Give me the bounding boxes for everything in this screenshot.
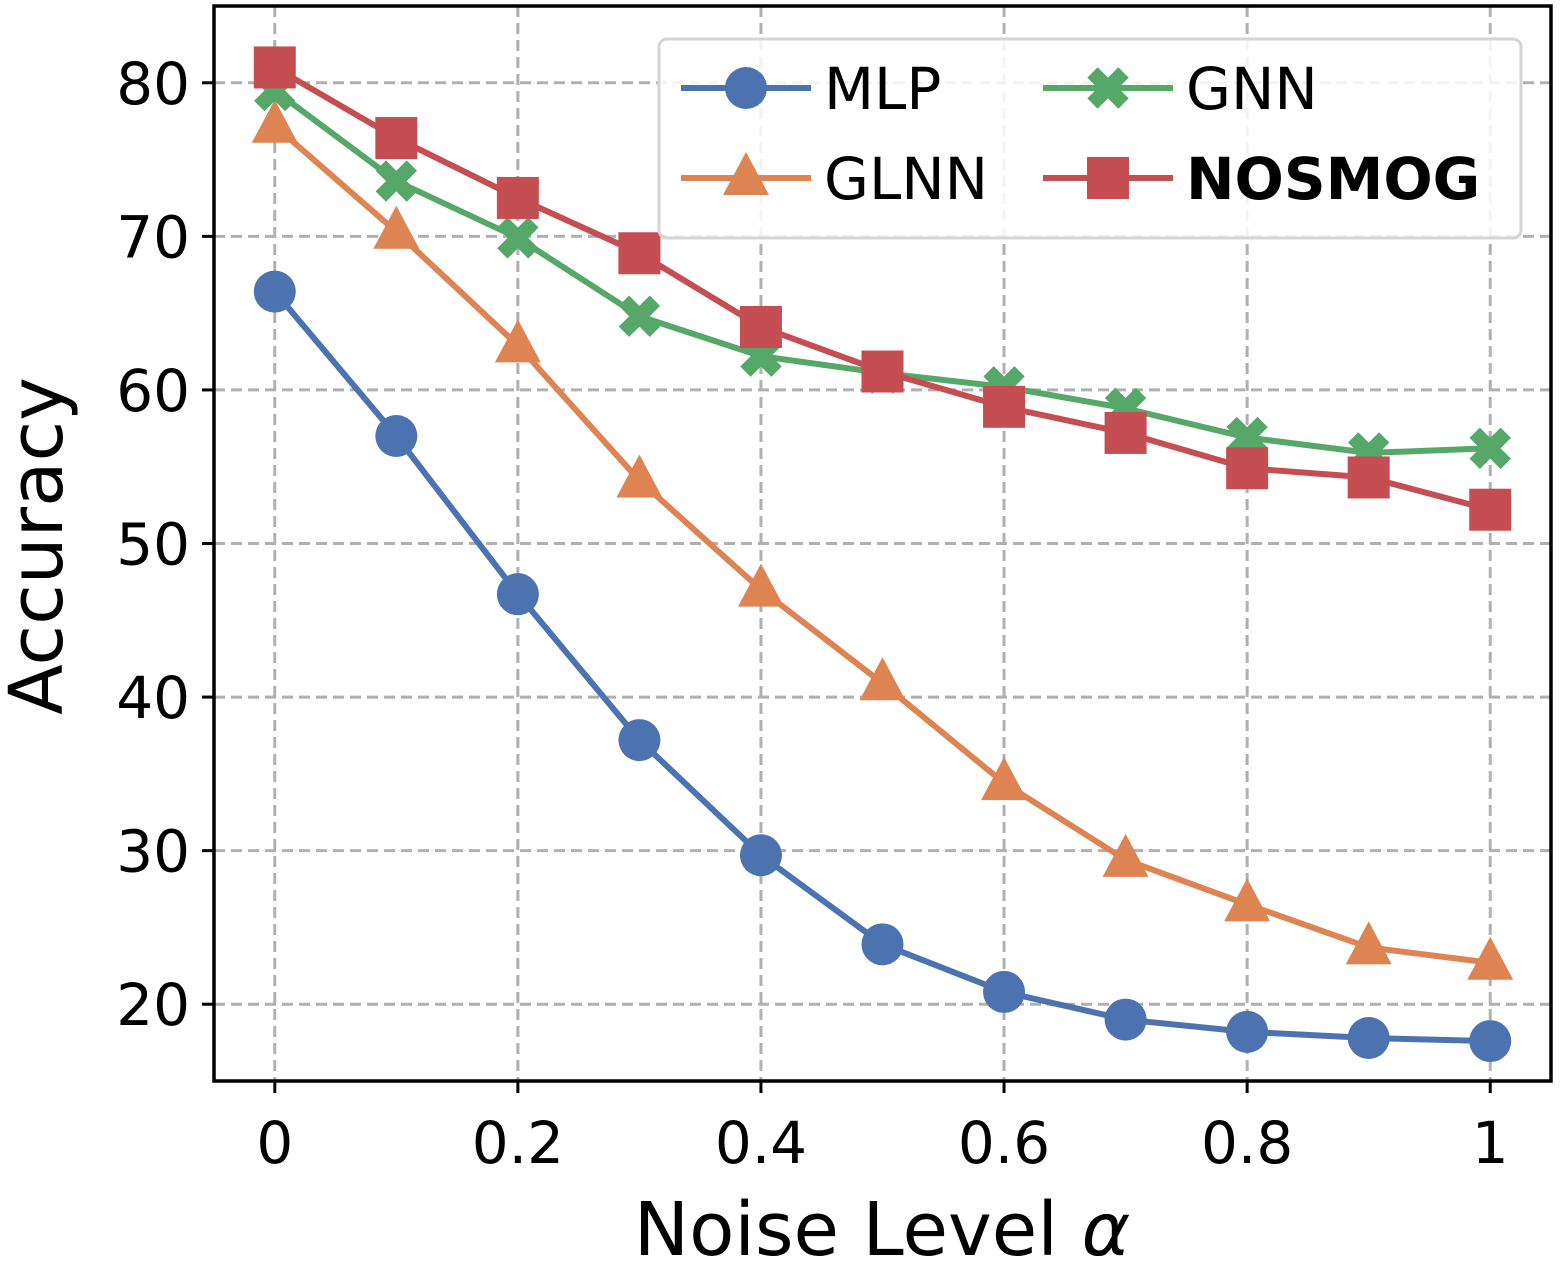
y-tick-label: 50 (116, 511, 190, 579)
data-point-mlp (1226, 1010, 1269, 1053)
x-tick-label: 0.6 (958, 1109, 1050, 1177)
data-point-mlp (861, 923, 904, 966)
x-tick-label: 0.4 (715, 1109, 807, 1177)
legend-entry-mlp: MLP (681, 55, 941, 123)
x-tick-label: 0.2 (472, 1109, 564, 1177)
series-mlp (253, 270, 1512, 1063)
legend-entry-nosmog: NOSMOG (1043, 145, 1480, 213)
data-point-glnn (1224, 878, 1271, 922)
data-point-mlp (496, 573, 539, 616)
legend-marker (725, 67, 767, 109)
y-tick-label: 40 (116, 664, 190, 732)
y-axis-label: Accuracy (0, 377, 80, 715)
x-tick-label: 0.8 (1201, 1109, 1293, 1177)
data-point-gnn (1469, 427, 1511, 469)
x-tick-label: 1 (1472, 1109, 1509, 1177)
x-tick-label: 0 (256, 1109, 293, 1177)
y-tick-label: 20 (116, 971, 190, 1039)
series-glnn (251, 99, 1514, 980)
data-point-nosmog (861, 350, 904, 393)
data-point-glnn (737, 563, 784, 607)
data-point-mlp (253, 270, 296, 313)
legend-label: GNN (1186, 55, 1318, 123)
data-point-mlp (983, 970, 1026, 1013)
legend-marker (1087, 67, 1129, 109)
data-point-nosmog (253, 46, 296, 89)
series-nosmog (253, 46, 1512, 531)
data-point-glnn (981, 757, 1028, 801)
data-point-nosmog (1347, 456, 1390, 499)
legend-entry-glnn: GLNN (681, 145, 988, 213)
data-point-mlp (1104, 998, 1147, 1041)
data-point-mlp (1347, 1017, 1390, 1059)
data-point-nosmog (1469, 488, 1512, 531)
legend: MLP GNN GLNN NOSMOG (657, 37, 1523, 240)
legend-label: NOSMOG (1186, 145, 1480, 213)
data-point-mlp (739, 834, 782, 877)
series-lines (251, 46, 1514, 1063)
legend-box (657, 37, 1523, 240)
data-point-gnn (497, 217, 539, 259)
y-tick-label: 60 (116, 357, 190, 425)
data-point-nosmog (739, 305, 782, 348)
legend-marker (1087, 157, 1129, 199)
data-point-nosmog (618, 232, 661, 275)
data-point-mlp (1469, 1020, 1512, 1063)
data-point-glnn (494, 319, 541, 363)
data-point-glnn (1102, 833, 1149, 877)
data-point-nosmog (1104, 411, 1147, 454)
legend-label: MLP (824, 55, 941, 123)
y-tick-label: 80 (116, 50, 190, 118)
data-point-glnn (1467, 936, 1514, 980)
x-axis-label: Noise Level α (634, 1187, 1130, 1264)
data-point-nosmog (1226, 447, 1269, 490)
data-point-nosmog (375, 117, 418, 160)
data-point-nosmog (496, 176, 539, 219)
data-point-glnn (251, 99, 298, 143)
x-axis-label-symbol: α (1081, 1187, 1130, 1264)
y-tick-label: 70 (116, 203, 190, 271)
legend-entry-gnn: GNN (1043, 55, 1318, 123)
data-point-glnn (616, 454, 663, 498)
legend-marker (723, 152, 769, 195)
data-point-mlp (618, 719, 661, 762)
data-point-glnn (373, 205, 420, 249)
data-point-glnn (859, 657, 906, 701)
data-point-gnn (618, 295, 661, 337)
legend-label: GLNN (824, 145, 988, 213)
data-point-gnn (375, 160, 418, 202)
data-point-glnn (1345, 921, 1392, 965)
y-tick-label: 30 (116, 818, 190, 886)
data-point-nosmog (983, 385, 1026, 428)
data-point-mlp (375, 415, 418, 457)
axis-ticks: 0 0.2 0.4 0.6 0.8 1 20 30 40 50 60 70 80 (116, 50, 1508, 1177)
x-axis-label-text: Noise Level (634, 1187, 1058, 1264)
